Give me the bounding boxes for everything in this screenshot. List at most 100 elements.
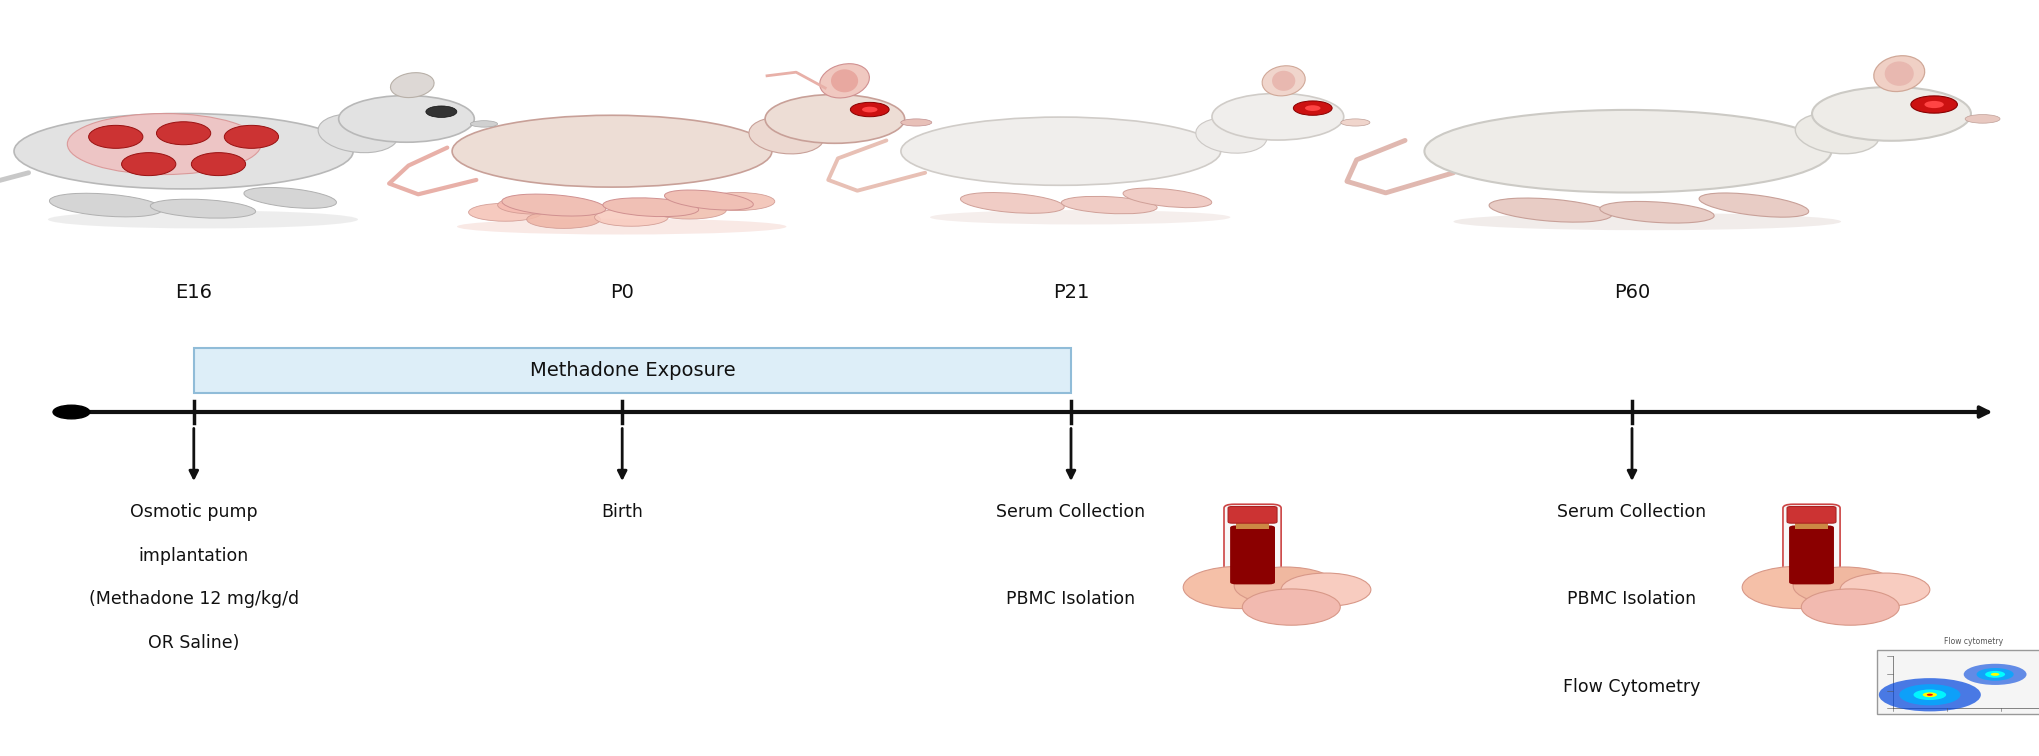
Ellipse shape: [245, 187, 336, 209]
Ellipse shape: [1878, 678, 1980, 711]
Ellipse shape: [901, 119, 932, 126]
Ellipse shape: [1195, 118, 1266, 153]
Ellipse shape: [1884, 61, 1913, 86]
Ellipse shape: [1913, 689, 1945, 700]
Ellipse shape: [318, 114, 398, 153]
Ellipse shape: [652, 201, 726, 219]
Ellipse shape: [192, 153, 245, 175]
Ellipse shape: [1964, 115, 1998, 123]
Circle shape: [53, 405, 90, 419]
Ellipse shape: [1990, 673, 1998, 676]
FancyBboxPatch shape: [1223, 504, 1280, 587]
Text: Birth: Birth: [602, 503, 642, 521]
Ellipse shape: [67, 113, 261, 175]
Ellipse shape: [453, 115, 771, 187]
Ellipse shape: [224, 125, 279, 148]
Circle shape: [1293, 101, 1331, 116]
Text: E16: E16: [175, 284, 212, 302]
Ellipse shape: [604, 198, 697, 217]
Circle shape: [862, 107, 877, 113]
Circle shape: [1923, 101, 1943, 108]
Circle shape: [1242, 589, 1340, 625]
Ellipse shape: [471, 121, 498, 127]
Ellipse shape: [526, 210, 599, 228]
Ellipse shape: [930, 210, 1230, 225]
Text: Flow Cytometry: Flow Cytometry: [1562, 678, 1701, 696]
Ellipse shape: [502, 194, 606, 216]
FancyBboxPatch shape: [1788, 525, 1833, 584]
Ellipse shape: [1272, 71, 1295, 91]
Ellipse shape: [389, 73, 434, 98]
Ellipse shape: [1964, 664, 2025, 685]
Ellipse shape: [1923, 692, 1937, 697]
Text: PBMC Isolation: PBMC Isolation: [1566, 590, 1696, 609]
Circle shape: [1280, 573, 1370, 606]
Ellipse shape: [1423, 110, 1831, 193]
Ellipse shape: [748, 117, 824, 154]
Circle shape: [1234, 567, 1336, 605]
Text: P0: P0: [610, 284, 634, 302]
Ellipse shape: [960, 193, 1064, 213]
Ellipse shape: [1794, 113, 1878, 153]
Circle shape: [850, 102, 889, 116]
Text: PBMC Isolation: PBMC Isolation: [1005, 590, 1136, 609]
Ellipse shape: [1123, 188, 1211, 208]
Circle shape: [426, 106, 457, 117]
FancyBboxPatch shape: [1794, 516, 1827, 529]
Ellipse shape: [820, 64, 869, 98]
Ellipse shape: [1811, 87, 1970, 141]
FancyBboxPatch shape: [1236, 516, 1268, 529]
Circle shape: [1792, 567, 1894, 605]
Ellipse shape: [830, 70, 858, 92]
FancyBboxPatch shape: [1876, 650, 2039, 714]
Text: Osmotic pump: Osmotic pump: [130, 503, 257, 521]
Ellipse shape: [338, 95, 473, 142]
Ellipse shape: [1488, 198, 1611, 222]
Circle shape: [1839, 573, 1929, 606]
Text: Flow cytometry: Flow cytometry: [1943, 637, 2002, 646]
Ellipse shape: [1976, 668, 2012, 680]
Ellipse shape: [122, 153, 175, 175]
Ellipse shape: [1060, 197, 1156, 214]
FancyBboxPatch shape: [1227, 507, 1276, 523]
Ellipse shape: [498, 196, 571, 214]
Circle shape: [1911, 96, 1957, 113]
Ellipse shape: [765, 94, 903, 144]
Ellipse shape: [1340, 119, 1370, 126]
Text: P21: P21: [1052, 284, 1089, 302]
Circle shape: [1305, 105, 1319, 111]
FancyBboxPatch shape: [1782, 504, 1839, 587]
Ellipse shape: [901, 117, 1219, 185]
Ellipse shape: [1984, 671, 2004, 678]
Ellipse shape: [701, 193, 775, 210]
FancyBboxPatch shape: [194, 348, 1070, 393]
Ellipse shape: [1452, 213, 1841, 230]
Ellipse shape: [47, 210, 359, 228]
Ellipse shape: [1698, 193, 1809, 217]
Text: (Methadone 12 mg/kg/d: (Methadone 12 mg/kg/d: [88, 590, 300, 609]
Ellipse shape: [88, 125, 143, 148]
Ellipse shape: [49, 194, 163, 217]
Ellipse shape: [1898, 684, 1959, 705]
Ellipse shape: [457, 218, 787, 234]
Ellipse shape: [1927, 694, 1933, 696]
Ellipse shape: [157, 122, 210, 144]
Ellipse shape: [1211, 94, 1344, 140]
Text: Methadone Exposure: Methadone Exposure: [530, 361, 734, 380]
Circle shape: [1800, 589, 1898, 625]
FancyBboxPatch shape: [1786, 507, 1835, 523]
Text: OR Saline): OR Saline): [149, 634, 239, 652]
Ellipse shape: [151, 199, 255, 218]
Ellipse shape: [14, 113, 353, 189]
Text: P60: P60: [1613, 284, 1650, 302]
Ellipse shape: [469, 203, 542, 222]
Ellipse shape: [1599, 201, 1713, 223]
Text: implantation: implantation: [139, 547, 249, 565]
Ellipse shape: [1262, 66, 1305, 96]
Ellipse shape: [665, 190, 752, 210]
Text: Serum Collection: Serum Collection: [995, 503, 1146, 521]
Ellipse shape: [593, 209, 669, 226]
Text: Serum Collection: Serum Collection: [1556, 503, 1707, 521]
Circle shape: [1741, 566, 1855, 609]
Ellipse shape: [1874, 56, 1923, 91]
